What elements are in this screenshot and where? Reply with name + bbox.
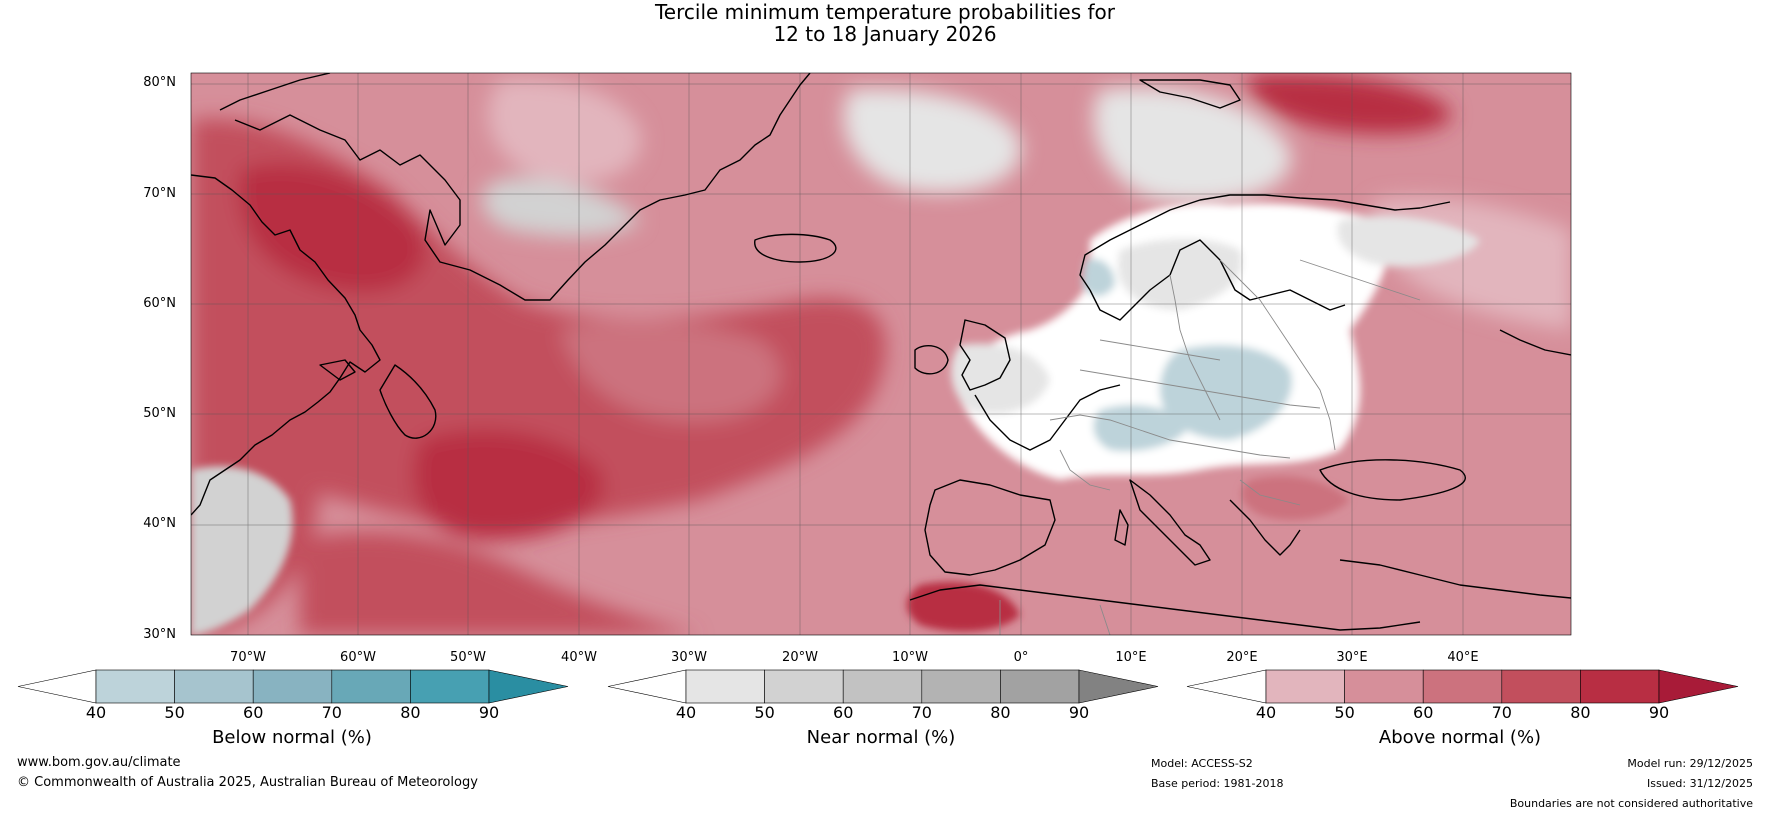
lon-label-20e: 20°E <box>1226 650 1258 665</box>
map-area <box>191 73 1571 635</box>
iberia-coast <box>924 479 1056 576</box>
lon-label-40w: 40°W <box>561 650 597 665</box>
colorbar-segment <box>95 669 175 704</box>
colorbar-high-extension <box>488 669 569 704</box>
colorbar-tick-label: 60 <box>1413 703 1434 722</box>
colorbar-segment <box>1344 669 1424 704</box>
colorbar-segment <box>764 669 844 704</box>
colorbar-segment <box>410 669 490 704</box>
graticule <box>191 73 1571 635</box>
colorbar-tick-label: 40 <box>85 703 107 722</box>
colorbar-above-normal-title: Above normal (%) <box>1378 727 1542 748</box>
colorbar-tick-label: 50 <box>754 703 775 722</box>
colorbar-segment <box>1580 669 1660 704</box>
model-text: Model: ACCESS-S2 <box>1151 757 1253 770</box>
colorbar-segment <box>331 669 411 704</box>
colorbar-segment <box>174 669 254 704</box>
colorbar-tick-label: 90 <box>1068 703 1090 722</box>
disclaimer-text: Boundaries are not considered authoritat… <box>1509 797 1753 810</box>
lat-label-70n: 70°N <box>143 186 176 201</box>
colorbar-tick-label: 80 <box>400 703 421 722</box>
svalbard-coast <box>1139 79 1241 109</box>
map-title-line-1: Tercile minimum temperature probabilitie… <box>654 0 1116 24</box>
colorbar-segment <box>685 669 765 704</box>
website-text: www.bom.gov.au/climate <box>17 755 181 770</box>
lon-label-60w: 60°W <box>340 650 376 665</box>
map-title-line-2: 12 to 18 January 2026 <box>773 22 997 46</box>
colorbar-tick-label: 60 <box>243 703 264 722</box>
colorbar-tick-label: 40 <box>1255 703 1277 722</box>
colorbar-tick-label: 80 <box>990 703 1011 722</box>
north-america-coast <box>191 174 381 516</box>
colorbar-tick-label: 60 <box>833 703 854 722</box>
lat-label-80n: 80°N <box>143 75 176 90</box>
lon-label-30e: 30°E <box>1336 650 1368 665</box>
lon-label-40e: 40°E <box>1447 650 1479 665</box>
colorbar-below-normal-title: Below normal (%) <box>212 727 372 748</box>
black-sea-coast <box>1319 459 1467 501</box>
base-period-text: Base period: 1981-2018 <box>1151 777 1284 790</box>
colorbar-tick-label: 90 <box>1648 703 1670 722</box>
coastlines <box>191 73 1571 631</box>
lon-label-10e: 10°E <box>1115 650 1147 665</box>
colorbar-segment <box>1422 669 1503 704</box>
scandinavia-north-coast <box>1079 194 1451 291</box>
colorbar-segment <box>1265 669 1345 704</box>
colorbar-near-normal <box>607 669 1159 704</box>
lon-label-50w: 50°W <box>450 650 486 665</box>
lon-label-10w: 10°W <box>892 650 928 665</box>
issued-text: Issued: 31/12/2025 <box>1646 777 1753 790</box>
colorbar-tick-label: 80 <box>1570 703 1591 722</box>
colorbar-tick-label: 70 <box>321 703 342 722</box>
greenland-coast <box>234 73 811 301</box>
balkans-coast <box>1229 499 1301 556</box>
lat-label-30n: 30°N <box>143 627 176 642</box>
lon-label-30w: 30°W <box>671 650 707 665</box>
colorbar-segment <box>252 669 333 704</box>
colorbar-tick-label: 90 <box>478 703 500 722</box>
colorbar-segment <box>921 669 1001 704</box>
ireland-coast <box>914 344 949 375</box>
corsica-sardinia-coast <box>1114 509 1129 546</box>
colorbar-high-extension <box>1658 669 1739 704</box>
iceland-coast <box>754 233 837 263</box>
italy-coast <box>1129 479 1211 566</box>
lon-label-20w: 20°W <box>782 650 818 665</box>
colorbar-tick-label: 50 <box>164 703 185 722</box>
colorbar-low-extension <box>17 669 97 704</box>
colorbar-tick-label: 40 <box>675 703 697 722</box>
north-africa-coast <box>909 584 1421 631</box>
western-europe-coast <box>974 384 1121 451</box>
model-run-text: Model run: 29/12/2025 <box>1627 757 1753 770</box>
lat-label-40n: 40°N <box>143 516 176 531</box>
lon-label-0: 0° <box>1013 650 1029 665</box>
colorbar-low-extension <box>607 669 687 704</box>
lat-label-50n: 50°N <box>143 406 176 421</box>
colorbar-segment <box>1501 669 1581 704</box>
country-borders <box>999 259 1421 635</box>
lat-label-60n: 60°N <box>143 296 176 311</box>
lon-label-70w: 70°W <box>230 650 266 665</box>
baltic-coast <box>1089 239 1346 321</box>
colorbar-near-normal-title: Near normal (%) <box>806 727 956 748</box>
colorbar-high-extension <box>1078 669 1159 704</box>
colorbar-segment <box>842 669 923 704</box>
colorbar-tick-label: 70 <box>911 703 932 722</box>
colorbar-above-normal <box>1186 669 1739 704</box>
colorbar-tick-label: 70 <box>1491 703 1512 722</box>
colorbar-below-normal <box>17 669 569 704</box>
britain-coast <box>959 319 1011 391</box>
europe-land-shading <box>191 203 1480 635</box>
colorbar-tick-label: 50 <box>1334 703 1355 722</box>
colorbar-low-extension <box>1186 669 1267 704</box>
copyright-text: © Commonwealth of Australia 2025, Austra… <box>17 775 478 790</box>
colorbar-segment <box>1000 669 1080 704</box>
map-frame <box>190 72 1572 636</box>
newfoundland-coast <box>379 364 437 439</box>
